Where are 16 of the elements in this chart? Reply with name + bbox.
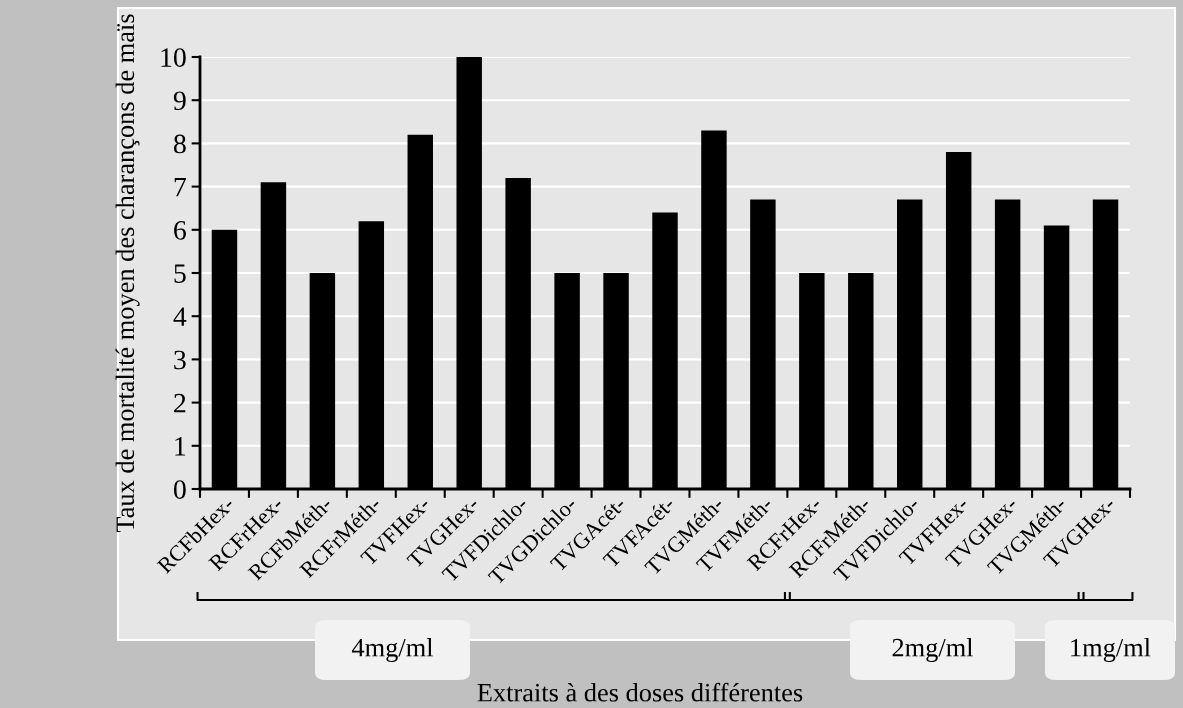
y-tick-label: 2 — [174, 393, 186, 413]
text: 4mg/ml — [351, 638, 434, 662]
x-axis-title: Extraits à des doses différentes — [477, 682, 803, 702]
y-tick-label: 4 — [173, 307, 187, 326]
y-axis-title: Taux de mortalité moyen des charançons de maïs — [115, 14, 140, 533]
y-tick-label: 5 — [174, 264, 186, 283]
y-tick-label: 10 — [161, 48, 186, 67]
text: 2mg/ml — [892, 638, 974, 662]
y-tick-label: 3 — [174, 350, 186, 370]
y-tick-label: 8 — [173, 134, 186, 154]
y-tick-label: 7 — [174, 178, 187, 197]
y-tick-label: 1 — [175, 437, 186, 456]
y-tick-label: 6 — [174, 221, 186, 240]
text: 1mg/ml — [1071, 638, 1151, 662]
y-tick-label: 0 — [173, 480, 186, 499]
y-tick-label: 9 — [173, 91, 186, 111]
